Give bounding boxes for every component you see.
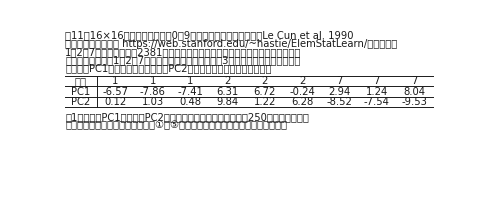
Text: -7.54: -7.54 — [364, 97, 390, 107]
Text: 2: 2 — [299, 76, 305, 86]
Text: -0.24: -0.24 — [289, 87, 315, 97]
Text: -7.41: -7.41 — [177, 87, 203, 97]
Text: -7.86: -7.86 — [139, 87, 166, 97]
Text: に基づくデータ https://web.stanford.edu/~hastie/ElemStatLearn/）のうち，: に基づくデータ https://web.stanford.edu/~hastie… — [65, 39, 398, 49]
Text: -8.52: -8.52 — [327, 97, 352, 107]
Text: 2: 2 — [261, 76, 268, 86]
Text: -9.53: -9.53 — [401, 97, 427, 107]
Text: 0.12: 0.12 — [104, 97, 126, 107]
Text: 2.94: 2.94 — [329, 87, 350, 97]
Text: 1.24: 1.24 — [365, 87, 388, 97]
Text: PC2: PC2 — [71, 97, 90, 107]
Text: 6.28: 6.28 — [291, 97, 313, 107]
Text: 9.84: 9.84 — [216, 97, 239, 107]
Text: 2: 2 — [224, 76, 230, 86]
Text: 問11　16×16ピクセルからなる0～9の手書き数字画像（資料：Le Cun et al. 1990: 問11 16×16ピクセルからなる0～9の手書き数字画像（資料：Le Cun e… — [65, 30, 354, 40]
Text: 6.31: 6.31 — [216, 87, 239, 97]
Text: 8.04: 8.04 — [403, 87, 425, 97]
Text: 1: 1 — [149, 76, 156, 86]
Text: 1: 1 — [112, 76, 119, 86]
Text: PC1: PC1 — [71, 87, 90, 97]
Text: 1.22: 1.22 — [254, 97, 276, 107]
Text: 0.48: 0.48 — [179, 97, 201, 107]
Text: 分得点（PC1）と第２主成分得点（PC2）を記したのが次の表である。: 分得点（PC1）と第２主成分得点（PC2）を記したのが次の表である。 — [65, 64, 272, 74]
Text: 1: 1 — [187, 76, 193, 86]
Text: 1，2，7の書かれた画像2381枚のデータに対して，相関行列に基づく主成分析を: 1，2，7の書かれた画像2381枚のデータに対して，相関行列に基づく主成分析を — [65, 47, 302, 57]
Text: 〔1〕横軸をPC1，縦軸をPC2としたとき，ランダムに選んだ250個の画像の主成: 〔1〕横軸をPC1，縦軸をPC2としたとき，ランダムに選んだ250個の画像の主成 — [65, 112, 309, 122]
Text: 文字: 文字 — [75, 76, 87, 86]
Text: 7: 7 — [374, 76, 380, 86]
Text: 7: 7 — [336, 76, 343, 86]
Text: 7: 7 — [411, 76, 417, 86]
Text: 行った。そして，1，2，7の書かれた画像をランダムに3個ずつ選び，その第１主成: 行った。そして，1，2，7の書かれた画像をランダムに3個ずつ選び，その第１主成 — [65, 55, 301, 65]
Text: -6.57: -6.57 — [102, 87, 128, 97]
Text: 6.72: 6.72 — [254, 87, 276, 97]
Text: 分得点のプロットとして，次の①～⑤のうちから最も適切なものを一つ選べ。: 分得点のプロットとして，次の①～⑤のうちから最も適切なものを一つ選べ。 — [65, 120, 287, 130]
Text: 1.03: 1.03 — [141, 97, 164, 107]
